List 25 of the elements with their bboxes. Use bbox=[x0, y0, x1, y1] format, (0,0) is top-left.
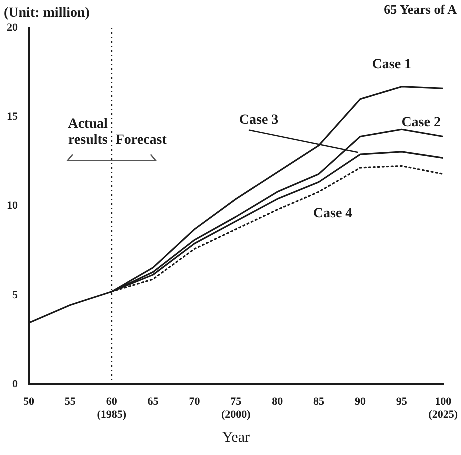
y-axis-title: (Unit: million) bbox=[4, 6, 90, 22]
series-label: Case 4 bbox=[313, 206, 353, 222]
x-tick-label: 70 bbox=[189, 396, 201, 408]
chart-title: 65 Years of A bbox=[384, 2, 457, 18]
y-tick-label: 5 bbox=[12, 289, 18, 302]
x-tick-label: 90 bbox=[354, 396, 366, 408]
y-tick-label: 15 bbox=[7, 110, 18, 123]
x-tick-label: 60 (1985) bbox=[97, 396, 127, 422]
series-label: Case 2 bbox=[402, 115, 441, 130]
y-tick-label: 0 bbox=[12, 378, 18, 390]
text: Case 3 bbox=[239, 112, 279, 128]
series-label: Case 1 bbox=[372, 57, 412, 72]
x-tick-label: 85 bbox=[314, 396, 326, 408]
annotation: Actual results bbox=[67, 116, 108, 149]
x-axis-title: Year bbox=[222, 430, 250, 446]
x-tick-label: 55 bbox=[64, 396, 76, 408]
y-tick-label: 10 bbox=[7, 200, 18, 212]
x-tick-label: 75 (2000) bbox=[222, 396, 252, 422]
x-tick-label: 80 bbox=[272, 396, 284, 408]
y-tick-label: 20 bbox=[7, 22, 18, 34]
x-tick-label: 65 bbox=[148, 396, 160, 408]
x-tick-label: 100 (2025) bbox=[428, 396, 458, 422]
annotation: Forecast bbox=[116, 132, 167, 149]
x-tick-label: 50 bbox=[24, 396, 35, 408]
x-tick-label: 95 bbox=[396, 396, 408, 408]
